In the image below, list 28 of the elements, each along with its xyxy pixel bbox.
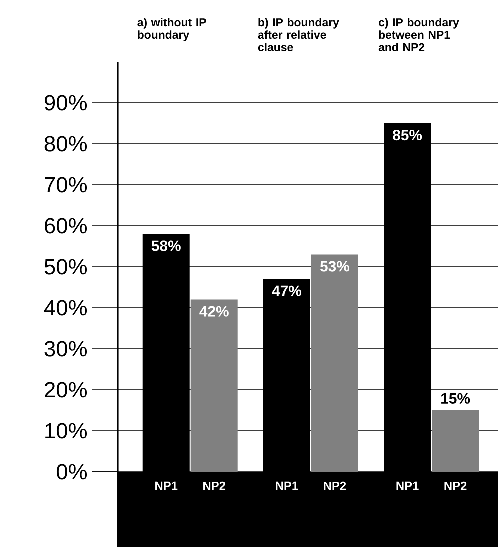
series-label: NP2 (204, 482, 226, 490)
y-tick-label: 60% (45, 218, 88, 234)
data-label: 58% (152, 240, 181, 252)
bar (190, 300, 238, 472)
data-label: 47% (272, 286, 302, 296)
x-tick-label: c) IP boundary between NP1 and NP2 (378, 18, 460, 52)
y-tick-label: 80% (44, 136, 88, 152)
y-tick-label: 50% (44, 259, 88, 275)
text: NP2 (324, 482, 346, 490)
y-tick-label: 30% (44, 341, 88, 357)
text: NP1 (396, 482, 419, 490)
y-tick-label: 10% (46, 423, 88, 439)
x-tick-label: a) without IP boundary (138, 18, 206, 42)
bar (311, 254, 358, 472)
data-label: 15% (442, 393, 470, 404)
y-tick-label: 20% (45, 382, 88, 398)
y-tick-label: 70% (45, 177, 88, 193)
y-tick-label: 40% (44, 300, 88, 316)
text: NP2 (444, 482, 467, 490)
text: NP1 (276, 482, 298, 490)
bar (432, 410, 480, 472)
data-label: 85% (393, 130, 422, 141)
series-label: NP1 (156, 482, 178, 490)
y-tick-label: 90% (44, 95, 88, 111)
data-label: 42% (200, 306, 229, 317)
x-tick-label: b) IP boundary after relative clause (258, 18, 340, 52)
data-label: 53% (320, 261, 350, 272)
y-tick-label: 0% (56, 464, 88, 480)
